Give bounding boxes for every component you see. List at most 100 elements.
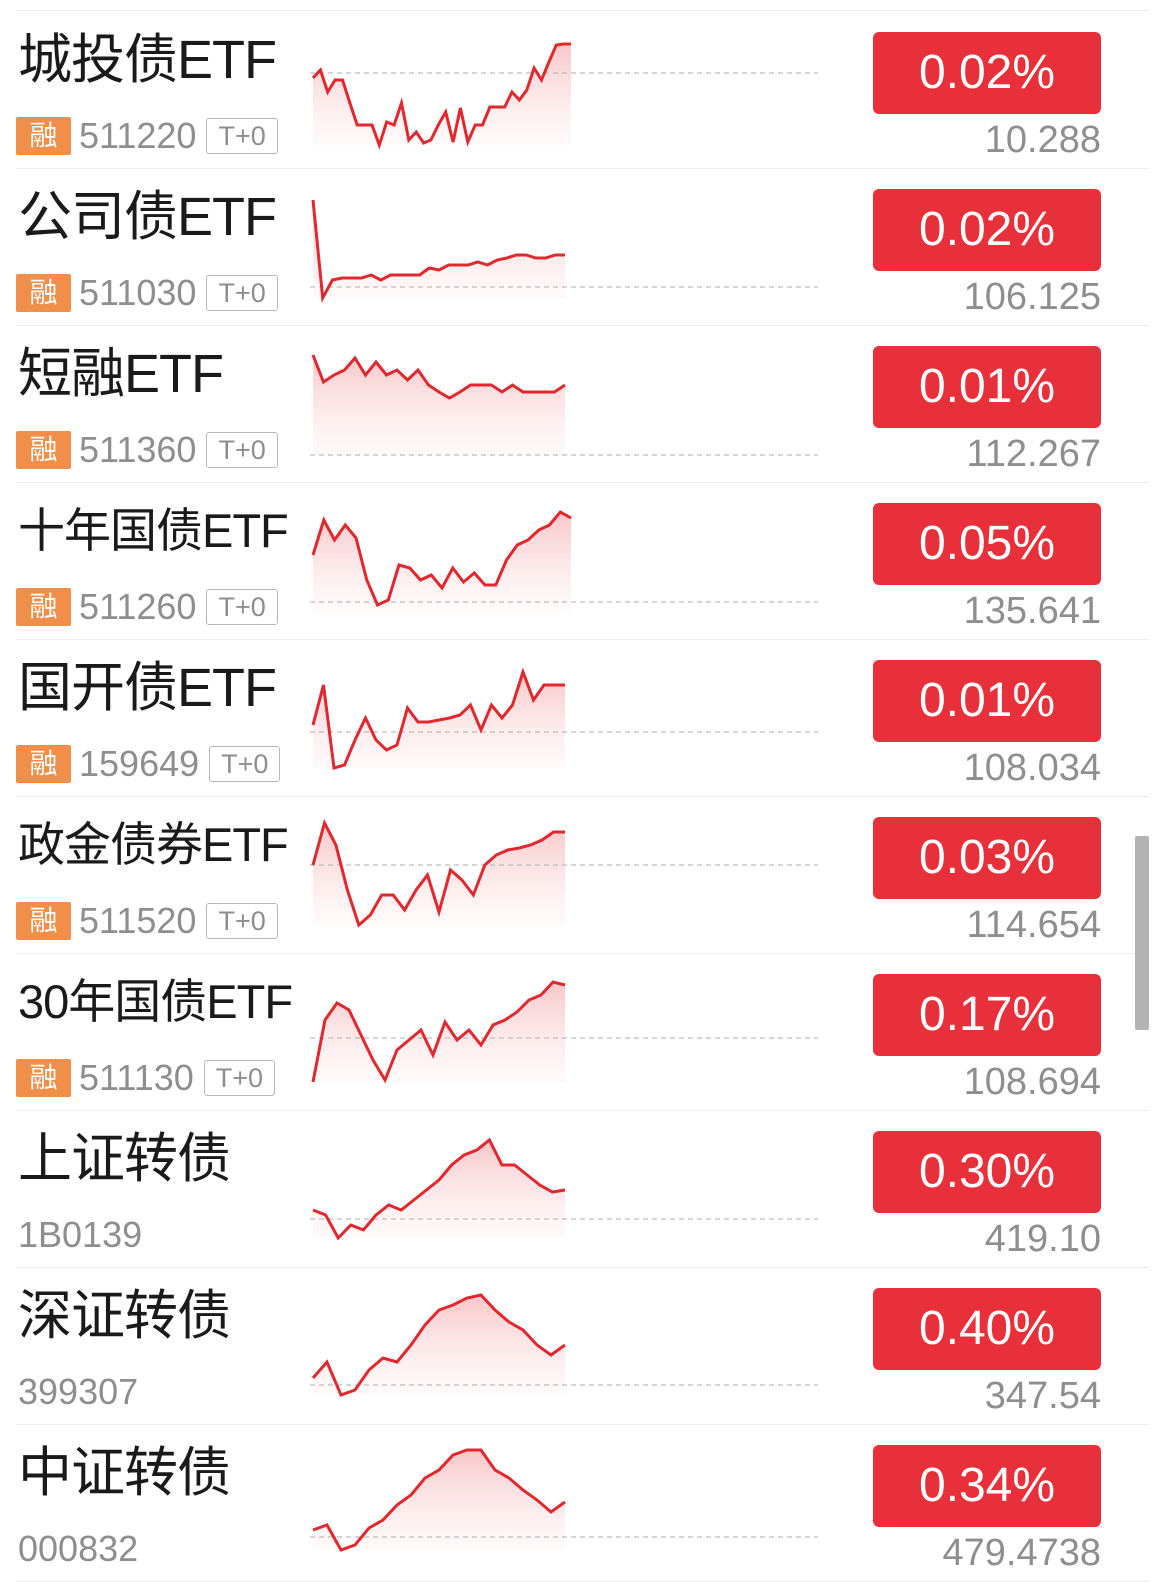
sparkline-area: [313, 1450, 565, 1550]
change-pct-button[interactable]: 0.17%: [873, 974, 1101, 1056]
margin-badge: 融: [16, 274, 71, 312]
fund-meta: 融 511260 T+0: [16, 586, 278, 627]
sparkline-area: [313, 355, 565, 455]
fund-name: 短融ETF: [18, 344, 224, 404]
margin-badge: 融: [16, 1059, 71, 1097]
sparkline-path: [311, 1293, 566, 1397]
t0-badge: T+0: [206, 589, 278, 625]
fund-code: 511130: [79, 1057, 194, 1098]
scrollbar[interactable]: [1135, 836, 1149, 1030]
t0-badge: T+0: [206, 903, 278, 939]
fund-meta: 融 159649 T+0: [16, 743, 281, 784]
change-pct-button[interactable]: 0.01%: [873, 660, 1101, 742]
change-pct-button[interactable]: 0.02%: [873, 32, 1101, 114]
last-price: 106.125: [963, 276, 1101, 318]
fund-meta: 融 511130 T+0: [16, 1057, 276, 1098]
divider: [16, 639, 1149, 640]
fund-name: 30年国债ETF: [18, 975, 293, 1028]
margin-badge: 融: [16, 745, 71, 783]
margin-badge: 融: [16, 588, 71, 626]
sparkline-path: [311, 667, 565, 770]
change-pct-button[interactable]: 0.40%: [873, 1288, 1101, 1370]
intraday-sparkline: [310, 510, 818, 612]
intraday-sparkline: [310, 818, 818, 928]
last-price: 10.288: [984, 119, 1101, 161]
fund-code: 511220: [79, 115, 197, 156]
intraday-sparkline: [310, 354, 818, 456]
quote-row[interactable]: 深证转债 399307 0.40% 347.54: [0, 1268, 1157, 1425]
sparkline-path: [312, 1448, 566, 1552]
intraday-sparkline: [310, 1293, 818, 1397]
fund-code: 159649: [79, 743, 200, 784]
sparkline-area: [313, 200, 565, 298]
fund-code: 511260: [79, 586, 197, 627]
quote-row[interactable]: 政金债券ETF 融 511520 T+0 0.03% 114.654: [0, 797, 1157, 954]
divider: [16, 1110, 1149, 1111]
t0-badge: T+0: [206, 275, 278, 311]
sparkline-path: [311, 42, 571, 150]
quote-row[interactable]: 城投债ETF 融 511220 T+0 0.02% 10.288: [0, 12, 1157, 169]
fund-code: 511030: [79, 272, 197, 313]
quote-row[interactable]: 十年国债ETF 融 511260 T+0 0.05% 135.641: [0, 483, 1157, 640]
last-price: 112.267: [966, 433, 1101, 475]
fund-name: 政金债券ETF: [18, 818, 289, 871]
sparkline-area: [313, 823, 565, 925]
quote-row[interactable]: 公司债ETF 融 511030 T+0 0.02% 106.125: [0, 169, 1157, 326]
margin-badge: 融: [16, 117, 71, 155]
divider: [16, 10, 1149, 11]
change-pct-button[interactable]: 0.03%: [873, 817, 1101, 899]
last-price: 108.034: [963, 747, 1101, 789]
change-pct-button[interactable]: 0.34%: [873, 1445, 1101, 1527]
quote-row[interactable]: 中证转债 000832 0.34% 479.4738: [0, 1425, 1157, 1582]
intraday-sparkline: [310, 667, 818, 770]
fund-meta: 融 511220 T+0: [16, 115, 278, 156]
sparkline-area: [313, 982, 565, 1082]
t0-badge: T+0: [206, 432, 278, 468]
last-price: 347.54: [984, 1375, 1101, 1417]
fund-name: 中证转债: [18, 1443, 231, 1503]
sparkline-path: [311, 354, 566, 400]
margin-badge: 融: [16, 431, 71, 469]
sparkline-path: [311, 510, 572, 608]
change-pct-button[interactable]: 0.01%: [873, 346, 1101, 428]
fund-code: 511520: [79, 900, 197, 941]
fund-code: 1B0139: [18, 1214, 143, 1255]
fund-meta: 融 511520 T+0: [16, 900, 278, 941]
fund-code: 000832: [18, 1528, 139, 1569]
fund-name: 公司债ETF: [18, 187, 277, 247]
quote-row[interactable]: 短融ETF 融 511360 T+0 0.01% 112.267: [0, 326, 1157, 483]
fund-code: 511360: [79, 429, 197, 470]
intraday-sparkline: [310, 199, 818, 304]
intraday-sparkline: [310, 42, 818, 150]
fund-name: 城投债ETF: [18, 30, 277, 90]
intraday-sparkline: [310, 1448, 818, 1552]
sparkline-path: [311, 199, 565, 304]
quote-row[interactable]: 国开债ETF 融 159649 T+0 0.01% 108.034: [0, 640, 1157, 797]
sparkline-path: [311, 818, 565, 928]
fund-name: 国开债ETF: [18, 658, 277, 718]
divider: [16, 953, 1149, 954]
sparkline-area: [313, 512, 571, 612]
change-pct-button[interactable]: 0.05%: [873, 503, 1101, 585]
change-pct-button[interactable]: 0.02%: [873, 189, 1101, 271]
intraday-sparkline: [310, 980, 818, 1084]
divider: [16, 1424, 1149, 1425]
margin-badge: 融: [16, 902, 71, 940]
sparkline-path: [311, 980, 566, 1084]
quote-row[interactable]: 30年国债ETF 融 511130 T+0 0.17% 108.694: [0, 954, 1157, 1111]
intraday-sparkline: [310, 1137, 818, 1241]
last-price: 135.641: [963, 590, 1101, 632]
sparkline-path: [312, 1137, 566, 1241]
divider: [16, 168, 1149, 169]
sparkline-area: [313, 44, 571, 145]
fund-name: 上证转债: [18, 1129, 231, 1189]
last-price: 479.4738: [942, 1532, 1102, 1574]
sparkline-area: [313, 1295, 565, 1395]
last-price: 419.10: [984, 1218, 1101, 1260]
t0-badge: T+0: [206, 118, 278, 154]
change-pct-button[interactable]: 0.30%: [873, 1131, 1101, 1213]
quote-row[interactable]: 上证转债 1B0139 0.30% 419.10: [0, 1111, 1157, 1268]
t0-badge: T+0: [203, 1060, 276, 1096]
divider: [16, 796, 1149, 797]
fund-meta: 融 511360 T+0: [16, 429, 278, 470]
